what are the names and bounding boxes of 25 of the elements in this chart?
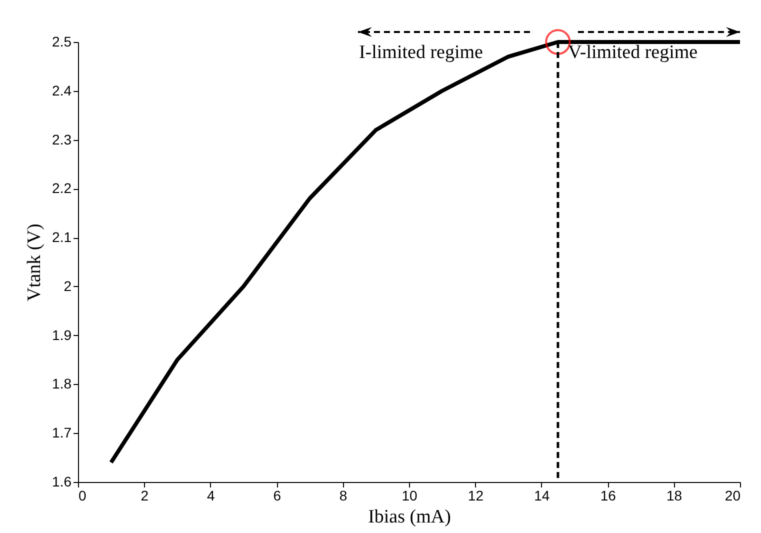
x-tick-label: 12 <box>468 488 484 504</box>
y-tick-label: 2.3 <box>52 131 72 148</box>
x-tick-label: 16 <box>600 488 616 504</box>
y-tick-label: 1.9 <box>52 326 72 343</box>
x-tick-label: 8 <box>339 488 348 504</box>
y-axis-title: Vtank (V) <box>24 224 46 302</box>
x-tick-label: 18 <box>666 488 682 504</box>
x-tick-label: 10 <box>402 488 418 504</box>
y-tick-label: 2 <box>64 278 72 294</box>
x-tick-label: 0 <box>78 488 86 504</box>
y-tick-label: 1.8 <box>52 376 72 392</box>
x-tick-label: 2 <box>140 488 149 504</box>
y-tick-label: 2.5 <box>52 34 72 50</box>
annotation: V-limited regime <box>568 42 698 63</box>
y-tick-label: 2.2 <box>52 180 72 196</box>
x-tick-label: 4 <box>207 488 215 504</box>
x-tick-label: 20 <box>724 488 741 504</box>
y-tick-label: 1.6 <box>52 474 72 490</box>
y-tick-label: 2.1 <box>52 229 72 246</box>
x-tick-label: 6 <box>273 488 282 504</box>
x-axis-title: Ibias (mA) <box>368 506 451 528</box>
y-tick-label: 2.4 <box>52 82 72 98</box>
annotation: I-limited regime <box>358 42 483 63</box>
x-tick-label: 14 <box>534 488 550 504</box>
y-tick-label: 1.7 <box>52 424 72 441</box>
